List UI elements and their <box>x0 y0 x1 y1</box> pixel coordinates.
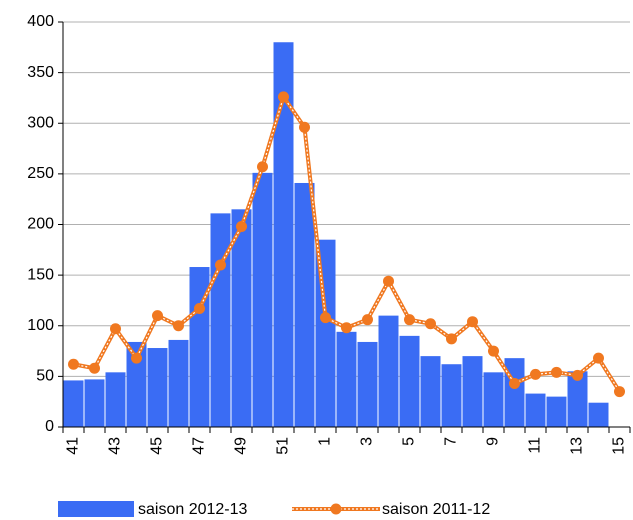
bar <box>504 358 525 427</box>
x-tick-label: 7 <box>443 437 460 446</box>
bar <box>168 339 189 427</box>
line-point <box>530 368 541 380</box>
bar <box>567 371 588 427</box>
line-point <box>257 161 268 173</box>
line-point <box>425 318 436 330</box>
line-point <box>383 275 394 287</box>
bar <box>126 341 147 427</box>
bar <box>231 209 252 427</box>
legend-marker <box>330 503 342 515</box>
y-tick-label: 150 <box>27 266 54 283</box>
y-tick-label: 350 <box>27 64 54 81</box>
y-tick-label: 250 <box>27 165 54 182</box>
line-point <box>362 314 373 326</box>
bar <box>84 379 105 427</box>
line-point <box>551 366 562 378</box>
line-point <box>299 121 310 133</box>
y-tick-label: 300 <box>27 114 54 131</box>
bar <box>441 364 462 427</box>
bar <box>483 372 504 427</box>
x-tick-label: 1 <box>317 437 334 446</box>
line-point <box>278 91 289 103</box>
line-point <box>446 333 457 345</box>
line-point <box>215 259 226 271</box>
line-point <box>593 352 604 364</box>
x-tick-label: 9 <box>485 437 502 446</box>
y-tick-label: 200 <box>27 216 54 233</box>
bar <box>294 182 315 427</box>
bar <box>105 372 126 427</box>
line-point <box>341 322 352 334</box>
bar <box>210 213 231 427</box>
line-point <box>131 352 142 364</box>
bar <box>63 380 84 427</box>
x-tick-label: 5 <box>401 437 418 446</box>
line-point <box>89 362 100 374</box>
line-point <box>194 303 205 315</box>
x-tick-label: 41 <box>65 437 82 455</box>
line-point <box>488 345 499 357</box>
bar <box>378 315 399 427</box>
line-point <box>404 314 415 326</box>
line-point <box>467 316 478 328</box>
bar <box>588 402 609 427</box>
bar <box>462 356 483 427</box>
bar <box>546 396 567 427</box>
bar <box>147 348 168 427</box>
x-tick-label: 13 <box>569 437 586 455</box>
y-tick-label: 400 <box>27 13 54 30</box>
line-point <box>509 377 520 389</box>
line-point <box>320 312 331 324</box>
x-tick-label: 43 <box>107 437 124 455</box>
line-point <box>614 386 625 398</box>
x-tick-label: 15 <box>611 437 628 455</box>
y-tick-label: 100 <box>27 317 54 334</box>
x-tick-label: 3 <box>359 437 376 446</box>
bar <box>336 331 357 427</box>
line-point <box>110 323 121 335</box>
y-tick-label: 50 <box>36 368 54 385</box>
x-tick-label: 49 <box>233 437 250 455</box>
line-point <box>572 369 583 381</box>
line-point <box>236 221 247 233</box>
bar <box>525 393 546 427</box>
line-point <box>152 310 163 322</box>
legend-label: saison 2011-12 <box>382 501 490 518</box>
y-tick-label: 0 <box>45 418 54 435</box>
bar <box>357 341 378 427</box>
bar <box>399 335 420 427</box>
bar <box>252 172 273 427</box>
bar <box>273 42 294 427</box>
x-tick-label: 47 <box>191 437 208 455</box>
legend-label: saison 2012-13 <box>138 501 248 518</box>
line-point <box>173 320 184 332</box>
line-point <box>68 358 79 370</box>
bar <box>420 356 441 427</box>
x-tick-label: 11 <box>527 437 544 454</box>
x-tick-label: 51 <box>275 437 292 455</box>
x-tick-label: 45 <box>149 437 166 455</box>
legend-swatch <box>58 501 134 517</box>
